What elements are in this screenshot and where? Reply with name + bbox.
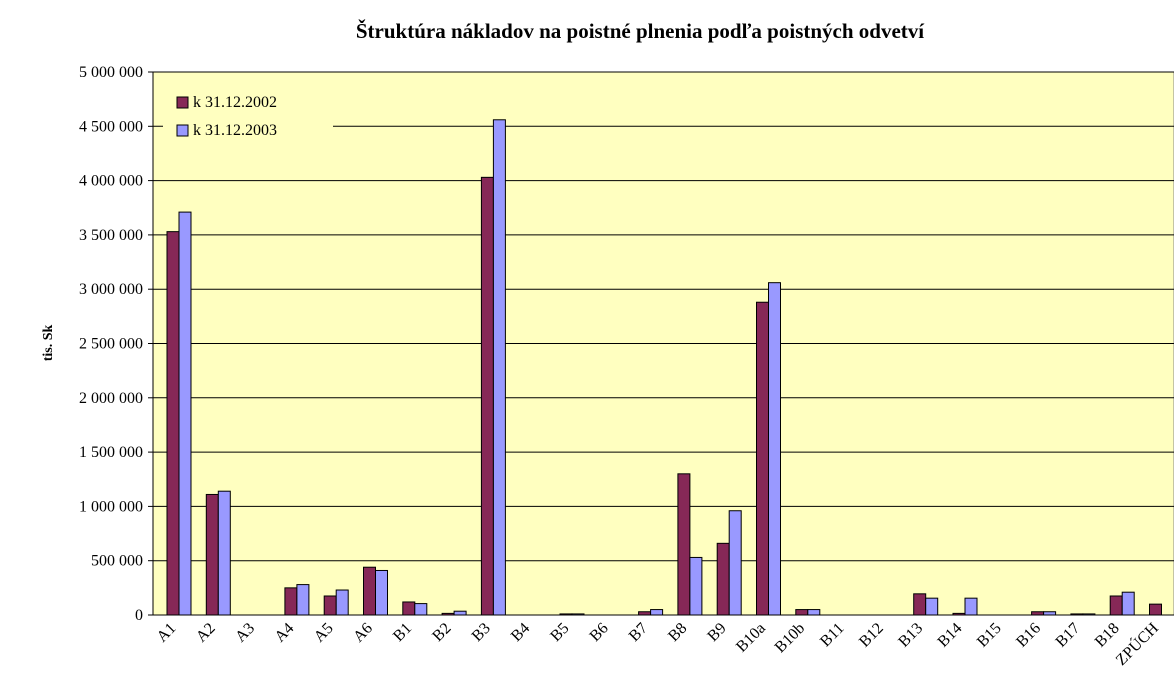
y-tick-label: 2 000 000 [79, 390, 143, 407]
bar [795, 609, 809, 616]
bar [335, 589, 349, 616]
x-tick-label: B9 [704, 620, 729, 645]
bar [807, 609, 821, 616]
bar [1109, 595, 1123, 616]
legend-swatch [176, 96, 189, 109]
bar [650, 609, 664, 616]
bar [166, 231, 180, 616]
y-tick-label: 4 500 000 [79, 118, 143, 135]
chart-title: Štruktúra nákladov na poistné plnenia po… [356, 19, 925, 43]
y-tick-label: 1 500 000 [79, 444, 143, 461]
x-tick-label: B13 [895, 620, 926, 651]
x-tick-label: B15 [974, 620, 1005, 651]
x-tick-label: B17 [1052, 620, 1083, 651]
bar [284, 587, 298, 616]
x-tick-label: ZPÚCH [1111, 618, 1162, 669]
bar [480, 176, 494, 616]
bar [363, 566, 376, 616]
bar [677, 473, 691, 616]
bar [925, 597, 939, 616]
bar [1121, 591, 1135, 616]
bar [492, 119, 506, 616]
y-tick-label: 3 500 000 [79, 227, 143, 244]
x-tick-label: B7 [626, 620, 651, 645]
x-tick-label: A6 [350, 620, 376, 646]
x-tick-label: B16 [1013, 620, 1044, 651]
bar [716, 542, 730, 616]
legend-label: k 31.12.2003 [193, 122, 277, 139]
y-tick-label: 1 000 000 [79, 498, 143, 515]
x-tick-label: A1 [154, 620, 180, 646]
bar [217, 490, 231, 616]
x-tick-label: B10b [772, 620, 809, 657]
bar [375, 569, 388, 616]
bar [728, 510, 742, 616]
bar [323, 595, 337, 616]
bar [1149, 603, 1162, 616]
y-tick-label: 500 000 [91, 553, 143, 570]
x-tick-label: B4 [508, 620, 533, 645]
x-tick-label: B10a [733, 620, 769, 656]
y-tick-label: 3 000 000 [79, 281, 143, 298]
x-tick-label: B8 [665, 620, 690, 645]
legend-box [163, 86, 333, 156]
x-tick-label: A4 [272, 620, 298, 646]
bar [402, 601, 416, 616]
x-tick-label: B1 [390, 620, 415, 645]
bar [964, 597, 978, 616]
x-tick-label: B2 [429, 620, 454, 645]
bar [453, 610, 467, 616]
x-tick-label: B6 [587, 620, 612, 645]
x-tick-label: B3 [469, 620, 494, 645]
bar [768, 282, 781, 616]
bar [756, 301, 769, 616]
x-tick-label: B12 [856, 620, 887, 651]
y-tick-label: 0 [135, 607, 143, 624]
x-tick-label: A2 [193, 620, 219, 646]
bar [913, 593, 927, 616]
y-tick-label: 5 000 000 [79, 64, 143, 81]
bar [296, 584, 310, 616]
x-tick-label: B5 [547, 620, 572, 645]
legend-label: k 31.12.2002 [193, 94, 277, 111]
bar [178, 211, 192, 616]
x-tick-label: A3 [232, 620, 258, 646]
bar [414, 603, 428, 616]
y-axis-label: tis. Sk [41, 325, 56, 362]
y-tick-label: 2 500 000 [79, 336, 143, 353]
x-tick-label: B14 [935, 620, 966, 651]
x-tick-label: B11 [817, 620, 847, 650]
x-tick-label: A5 [311, 620, 337, 646]
bar [205, 493, 219, 616]
legend-swatch [176, 124, 189, 137]
y-tick-label: 4 000 000 [79, 173, 143, 190]
bar [689, 556, 703, 616]
x-tick-label: B18 [1092, 620, 1123, 651]
